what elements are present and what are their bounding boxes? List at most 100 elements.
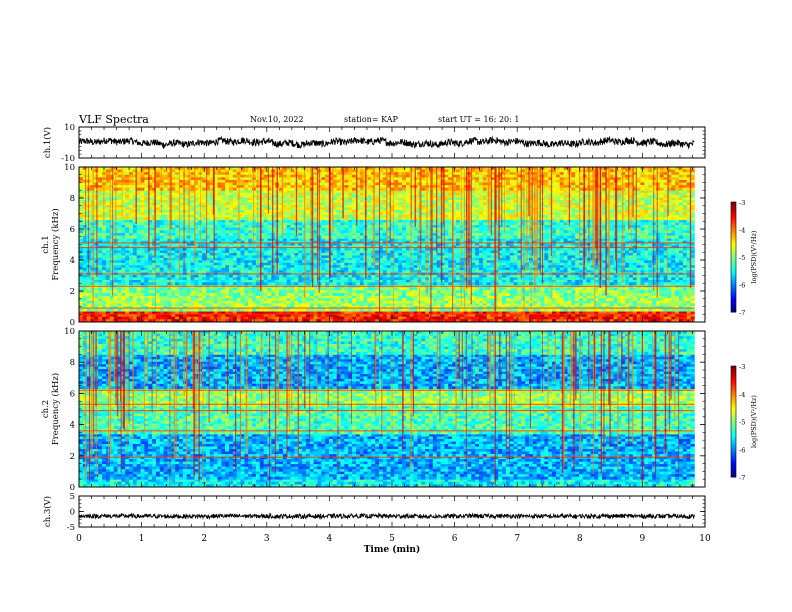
- s1-spectrogram-cell: [271, 292, 276, 297]
- s1-spectrogram-cell: [459, 305, 464, 309]
- s1-spectrogram-cell: [263, 262, 268, 266]
- s1-spectrogram-cell: [386, 265, 391, 269]
- s1-spectrogram-cell: [475, 262, 480, 266]
- s1-spectrogram-cell: [586, 275, 591, 278]
- s1-spectrogram-cell: [682, 257, 688, 261]
- s1-spectrogram-cell: [628, 257, 634, 261]
- s1-spectrogram-cell: [640, 295, 645, 299]
- s1-spectrogram-cell: [405, 255, 411, 259]
- s1-spectrogram-cell: [532, 295, 538, 299]
- s1-spectrogram-cell: [129, 308, 134, 312]
- s1-spectrogram-cell: [282, 270, 288, 273]
- s1-spectrogram-cell: [582, 319, 588, 323]
- s1-spectrogram-cell: [259, 277, 265, 281]
- s1-spectrogram-cell: [632, 298, 638, 302]
- s1-spectrogram-cell: [459, 292, 464, 297]
- s1-spectrogram-cell: [486, 305, 491, 309]
- s1-spectrogram-cell: [509, 295, 514, 299]
- s1-spectrogram-cell: [478, 240, 484, 244]
- s1-spectrogram-cell: [655, 287, 661, 291]
- s1-spectrogram-cell: [636, 243, 641, 247]
- s1-spectrogram-cell: [352, 270, 357, 273]
- s1-spectrogram-cell: [244, 250, 249, 254]
- s1-spectrogram-cell: [175, 308, 180, 312]
- s1-spectrogram-cell: [263, 240, 268, 244]
- s1-spectrogram-cell: [86, 277, 91, 281]
- s1-spectrogram-cell: [332, 252, 338, 256]
- s1-spectrogram-cell: [152, 290, 157, 294]
- s1-spectrogram-cell: [402, 267, 407, 271]
- s1-spectrogram-cell: [363, 298, 368, 302]
- s1-spectrogram-cell: [236, 243, 241, 247]
- s1-spectrogram-cell: [121, 305, 126, 309]
- s1-spectrogram-cell: [355, 250, 361, 254]
- s1-spectrogram-cell: [563, 305, 568, 309]
- s1-spectrogram-cell: [602, 308, 607, 312]
- s1-spectrogram-cell: [348, 313, 353, 317]
- s1-spectrogram-cell: [340, 248, 345, 251]
- s1-spectrogram-cell: [517, 240, 522, 244]
- s1-spectrogram-cell: [571, 238, 576, 242]
- s1-spectrogram-cell: [459, 275, 464, 278]
- s1-spectrogram-cell: [82, 243, 88, 247]
- s1-spectrogram-cell: [132, 240, 138, 244]
- s1-spectrogram-cell: [290, 300, 295, 304]
- s1-spectrogram-cell: [152, 287, 157, 291]
- s1-spectrogram-cell: [686, 305, 691, 309]
- s1-spectrogram-cell: [259, 313, 265, 317]
- s1-spectrogram-cell: [386, 311, 391, 315]
- s1-spectrogram-cell: [386, 313, 391, 317]
- s1-spectrogram-cell: [228, 295, 234, 299]
- s1-spectrogram-cell: [636, 255, 641, 259]
- s1-spectrogram-cell: [598, 316, 603, 320]
- s1-spectrogram-cell: [225, 252, 230, 256]
- s1-spectrogram-cell: [578, 248, 584, 251]
- s1-spectrogram-cell: [652, 267, 657, 271]
- s1-spectrogram-cell: [463, 292, 468, 297]
- s1-spectrogram-cell: [109, 298, 115, 302]
- s1-spectrogram-cell: [209, 300, 215, 304]
- s1-spectrogram-cell: [578, 295, 584, 299]
- s1-spectrogram-cell: [252, 260, 257, 264]
- s1-spectrogram-cell: [132, 316, 138, 320]
- s1-spectrogram-cell: [225, 277, 230, 281]
- s1-spectrogram-cell: [94, 319, 99, 323]
- s1-spectrogram-cell: [528, 311, 534, 315]
- s1-spectrogram-cell: [505, 248, 511, 251]
- s1-spectrogram-cell: [405, 287, 411, 291]
- s1-spectrogram-cell: [644, 270, 649, 273]
- s1-spectrogram-cell: [475, 248, 480, 251]
- s1-spectrogram-cell: [617, 250, 622, 254]
- s1-spectrogram-cell: [482, 260, 488, 264]
- s1-spectrogram-cell: [171, 250, 176, 254]
- s1-spectrogram-cell: [478, 255, 484, 259]
- s1-spectrogram-cell: [163, 319, 168, 323]
- s1-spectrogram-cell: [582, 287, 588, 291]
- s1-spectrogram-cell: [471, 300, 476, 304]
- s1-spectrogram-cell: [644, 308, 649, 312]
- s1-spectrogram-cell: [332, 255, 338, 259]
- s1-spectrogram-cell: [298, 300, 303, 304]
- s1-spectrogram-cell: [413, 260, 418, 264]
- s1-spectrogram-cell: [309, 260, 315, 264]
- s1-spectrogram-cell: [240, 308, 245, 312]
- s1-spectrogram-cell: [486, 267, 491, 271]
- s1-spectrogram-cell: [625, 240, 630, 244]
- s1-spectrogram-cell: [690, 295, 695, 299]
- s1-spectrogram-cell: [563, 252, 568, 256]
- s1-spectrogram-cell: [690, 303, 695, 307]
- s1-spectrogram-cell: [344, 319, 349, 323]
- s1-spectrogram-cell: [375, 240, 380, 244]
- s1-spectrogram-cell: [336, 292, 341, 297]
- s1-spectrogram-cell: [482, 295, 488, 299]
- s1-spectrogram-cell: [602, 303, 607, 307]
- s1-spectrogram-cell: [190, 260, 195, 264]
- s1-spectrogram-cell: [182, 303, 188, 307]
- s1-spectrogram-cell: [659, 319, 664, 323]
- s1-spectrogram-cell: [425, 311, 430, 315]
- s1-spectrogram-cell: [498, 295, 503, 299]
- s1-spectrogram-cell: [140, 275, 145, 278]
- s1-spectrogram-cell: [471, 255, 476, 259]
- s1-spectrogram-cell: [375, 295, 380, 299]
- s1-spectrogram-cell: [290, 250, 295, 254]
